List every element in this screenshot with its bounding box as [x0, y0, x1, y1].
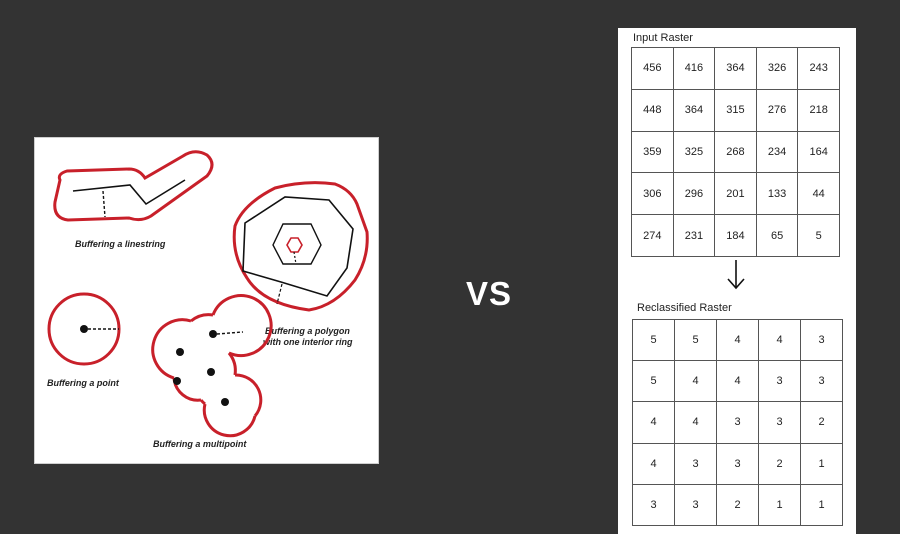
input-raster-row: 359 325 268 234 164 — [631, 130, 840, 174]
reclassified-raster-cell: 4 — [758, 318, 801, 362]
input-raster-grid: 456 416 364 326 243 448 364 315 276 218 359 325 268 2… — [631, 47, 840, 257]
reclassified-raster-cell: 3 — [632, 483, 675, 527]
caption-linestring: Buffering a linestring — [75, 239, 166, 249]
input-raster-cell: 268 — [714, 130, 757, 174]
input-raster-cell: 315 — [714, 88, 757, 132]
polygon-buffer-distance — [276, 283, 283, 305]
reclassified-raster-title: Reclassified Raster — [637, 302, 732, 314]
input-raster-cell: 364 — [672, 88, 716, 132]
input-raster-row: 456 416 364 326 243 — [631, 47, 840, 90]
down-arrow-icon — [727, 260, 745, 290]
reclassified-raster-cell: 3 — [758, 401, 801, 444]
linestring-buffer-distance — [102, 190, 106, 218]
reclassified-raster-cell: 5 — [632, 318, 675, 362]
polygon-buffer-outline — [232, 181, 369, 312]
reclassified-raster-cell: 4 — [674, 401, 717, 444]
caption-polygon-line1: Buffering a polygon — [265, 326, 350, 336]
input-raster-cell: 448 — [631, 88, 674, 132]
polygon-interior-ring — [272, 223, 322, 265]
buffer-diagram-panel: Buffering a linestring Buffering a polyg… — [34, 137, 379, 464]
input-raster-row: 448 364 315 276 218 — [631, 88, 840, 132]
reclassified-raster-cell: 5 — [632, 360, 675, 403]
reclassified-raster-cell: 1 — [800, 442, 843, 485]
input-raster-cell: 218 — [797, 88, 840, 132]
input-raster-cell: 416 — [672, 47, 716, 90]
input-raster-cell: 359 — [631, 130, 674, 174]
reclassified-raster-cell: 2 — [758, 442, 801, 485]
reclassified-raster-cell: 3 — [674, 483, 717, 527]
input-raster-cell: 231 — [672, 214, 716, 257]
multipoint-buffer-outline — [151, 294, 273, 438]
linestring — [72, 179, 186, 206]
reclassified-raster-cell: 4 — [674, 360, 717, 403]
input-raster-cell: 456 — [631, 47, 674, 90]
reclassified-raster-cell: 1 — [758, 483, 801, 527]
reclassified-raster-cell: 3 — [800, 360, 843, 403]
reclassified-raster-cell: 4 — [716, 318, 759, 362]
input-raster-cell: 306 — [631, 172, 674, 216]
reclassified-raster-cell: 2 — [800, 401, 843, 444]
reclassified-raster-cell: 4 — [632, 401, 675, 444]
reclassified-raster-cell: 2 — [716, 483, 759, 527]
reclassified-raster-cell: 1 — [800, 483, 843, 527]
caption-multipoint: Buffering a multipoint — [153, 439, 247, 449]
reclassified-raster-cell: 3 — [800, 318, 843, 362]
input-raster-cell: 201 — [714, 172, 757, 216]
input-raster-cell: 276 — [755, 88, 799, 132]
input-raster-cell: 65 — [755, 214, 799, 257]
multipoint-points — [173, 330, 229, 406]
vs-label: VS — [466, 275, 513, 312]
reclassified-raster-cell: 3 — [716, 401, 759, 444]
reclassified-raster-cell: 3 — [758, 360, 801, 403]
interior-ring-buffer-outline — [286, 237, 303, 253]
input-raster-cell: 326 — [755, 47, 799, 90]
buffer-diagram: Buffering a linestring Buffering a polyg… — [47, 150, 369, 449]
input-raster-row: 274 231 184 65 5 — [631, 214, 840, 257]
polygon-exterior-ring — [242, 196, 354, 297]
reclassified-raster-cell: 5 — [674, 318, 717, 362]
input-raster-cell: 325 — [672, 130, 716, 174]
reclassified-raster-cell: 3 — [674, 442, 717, 485]
linestring-buffer-outline — [53, 150, 214, 222]
caption-point: Buffering a point — [47, 378, 120, 388]
input-raster-cell: 5 — [797, 214, 840, 257]
reclassified-raster-cell: 3 — [716, 442, 759, 485]
multipoint-buffer-distance — [216, 331, 244, 335]
input-raster-row: 306 296 201 133 44 — [631, 172, 840, 216]
input-raster-cell: 274 — [631, 214, 674, 257]
input-raster-cell: 133 — [755, 172, 799, 216]
raster-panel: Input Raster 456 416 364 326 243 448 364 315 276… — [618, 28, 856, 534]
input-raster-cell: 364 — [714, 47, 757, 90]
caption-polygon-line2: with one interior ring — [263, 337, 353, 347]
reclassified-raster-cell: 4 — [716, 360, 759, 403]
input-raster-cell: 184 — [714, 214, 757, 257]
input-raster-title: Input Raster — [633, 32, 693, 44]
input-raster-cell: 44 — [797, 172, 840, 216]
input-raster-cell: 243 — [797, 47, 840, 90]
point — [80, 325, 88, 333]
input-raster-cell: 164 — [797, 130, 840, 174]
input-raster-cell: 296 — [672, 172, 716, 216]
interior-buffer-distance — [293, 251, 297, 265]
input-raster-cell: 234 — [755, 130, 799, 174]
reclassified-raster-cell: 4 — [632, 442, 675, 485]
